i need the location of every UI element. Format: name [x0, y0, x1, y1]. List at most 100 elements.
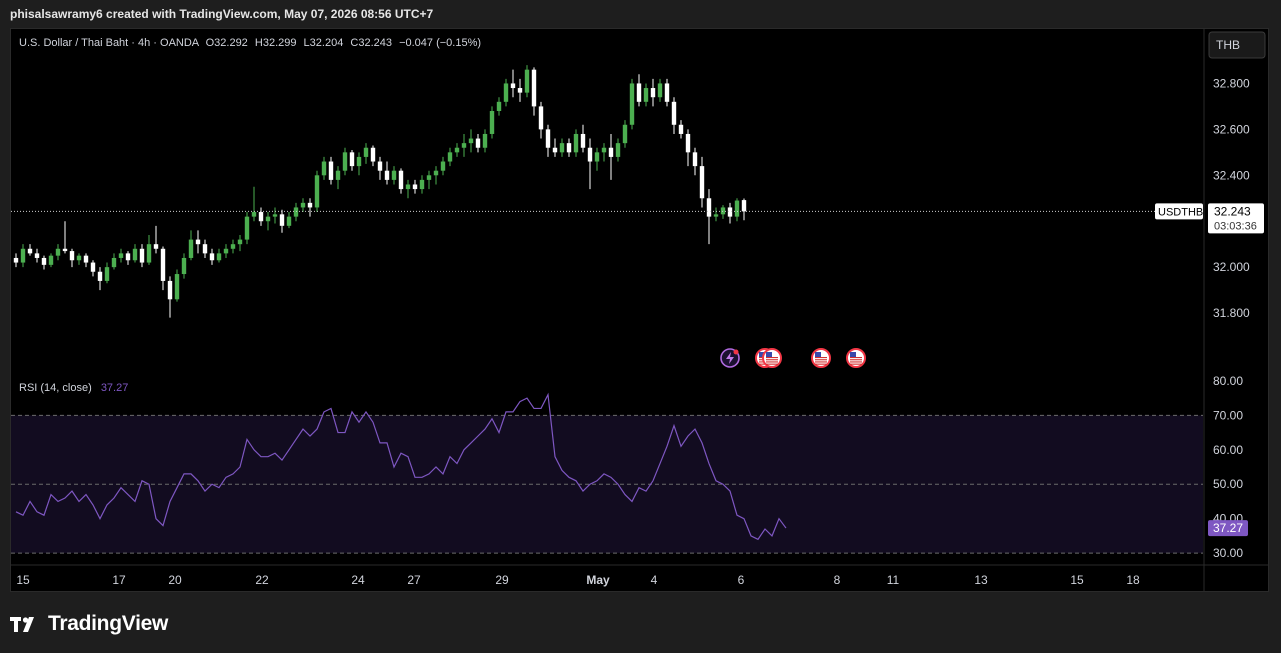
candle — [181, 253, 187, 279]
candle — [503, 78, 509, 107]
candle-body — [587, 147, 593, 162]
candle-body — [195, 239, 201, 245]
candle — [692, 147, 698, 176]
candle-body — [342, 152, 348, 171]
candle-body — [398, 170, 404, 190]
candle-body — [475, 138, 481, 148]
candle — [230, 239, 236, 254]
rsi-tag-value: 37.27 — [1213, 521, 1243, 535]
candle-body — [671, 101, 677, 125]
event-markers[interactable] — [720, 348, 866, 368]
candle-body — [699, 166, 705, 199]
candle — [454, 143, 460, 157]
candle — [545, 124, 551, 157]
candle-body — [146, 244, 152, 263]
candle-body — [181, 257, 187, 275]
candle — [251, 186, 257, 222]
price-tick-label: 32.600 — [1213, 122, 1250, 136]
time-axis: 15 17 20 22 24 27 29 May 4 6 8 11 13 15 18 — [16, 573, 1140, 587]
candle-body — [580, 133, 586, 148]
price-tick-label: 32.400 — [1213, 168, 1250, 182]
candle-body — [223, 248, 229, 254]
footer-brand[interactable]: TradingView — [10, 611, 168, 637]
candle — [391, 166, 397, 185]
legend-high-label: H — [255, 37, 263, 49]
candle-body — [272, 214, 278, 217]
legend-low-value: 32.204 — [310, 37, 344, 49]
candle-body — [566, 143, 572, 153]
candle-body — [174, 274, 180, 300]
symbol-tag: USDTHB — [1158, 206, 1203, 218]
time-tick-label: 22 — [255, 573, 269, 587]
candle — [202, 239, 208, 258]
rsi-line — [15, 392, 787, 541]
candle-body — [573, 133, 579, 153]
candle-body — [356, 156, 362, 167]
rsi-legend[interactable]: RSI (14, close) 37.27 — [19, 382, 128, 394]
candle — [433, 166, 439, 185]
candle-body — [447, 152, 453, 162]
candle — [293, 202, 299, 222]
candle-body — [300, 202, 306, 208]
time-tick-label: May — [586, 573, 610, 587]
us-flag-icon[interactable] — [811, 348, 831, 368]
candle — [510, 69, 516, 98]
legend-open-value: 32.292 — [214, 37, 248, 49]
candle — [153, 225, 159, 254]
candle — [188, 230, 194, 261]
candle — [377, 156, 383, 180]
candle-body — [20, 248, 26, 263]
candle-body — [265, 216, 271, 222]
candle-body — [412, 184, 418, 190]
candle — [426, 170, 432, 190]
candle — [489, 106, 495, 139]
lightning-event-icon[interactable] — [720, 348, 740, 368]
currency-button[interactable]: THB — [1208, 31, 1266, 59]
candle-body — [13, 257, 19, 263]
candle — [727, 202, 733, 224]
time-tick-label: 18 — [1126, 573, 1140, 587]
candles — [13, 65, 747, 318]
candle — [496, 97, 502, 116]
candle — [279, 209, 285, 233]
time-tick-label: 15 — [1070, 573, 1084, 587]
candle-body — [685, 133, 691, 153]
candle-body — [104, 267, 110, 281]
candle — [398, 168, 404, 194]
candle-body — [90, 262, 96, 272]
candle-body — [55, 248, 61, 256]
time-tick-label: 4 — [651, 573, 658, 587]
symbol-legend[interactable]: U.S. Dollar / Thai Baht · 4h · OANDA O32… — [19, 37, 481, 49]
candle-body — [321, 161, 327, 176]
candle — [524, 65, 530, 98]
chart-svg[interactable]: 32.800 32.600 32.400 32.000 31.800 80.00 70.00… — [11, 29, 1268, 591]
candle — [97, 267, 103, 291]
time-tick-label: 29 — [495, 573, 509, 587]
candle — [125, 251, 131, 265]
candle-body — [489, 111, 495, 134]
candle-body — [230, 244, 236, 249]
candle — [461, 133, 467, 157]
candle-body — [258, 212, 264, 222]
candle-body — [69, 251, 75, 261]
candle-body — [76, 255, 82, 261]
price-tick-label: 31.800 — [1213, 306, 1250, 320]
candle — [258, 207, 264, 226]
candle-body — [426, 175, 432, 180]
candle — [587, 138, 593, 190]
candle-body — [160, 248, 166, 281]
chart-frame[interactable]: 32.800 32.600 32.400 32.000 31.800 80.00 70.00… — [10, 28, 1269, 592]
footer-brand-name: TradingView — [48, 612, 169, 635]
price-axis: 32.800 32.600 32.400 32.000 31.800 80.00 70.00… — [1213, 76, 1250, 560]
candle — [734, 198, 740, 222]
candle-body — [251, 212, 257, 217]
candle-body — [440, 161, 446, 171]
us-flag-icon[interactable] — [846, 348, 866, 368]
candle — [685, 129, 691, 167]
legend-change: −0.047 (−0.15%) — [399, 37, 481, 49]
candle — [76, 253, 82, 265]
candle — [349, 150, 355, 171]
candle-body — [594, 152, 600, 162]
candle — [538, 101, 544, 139]
us-flag-icon[interactable] — [762, 348, 782, 368]
